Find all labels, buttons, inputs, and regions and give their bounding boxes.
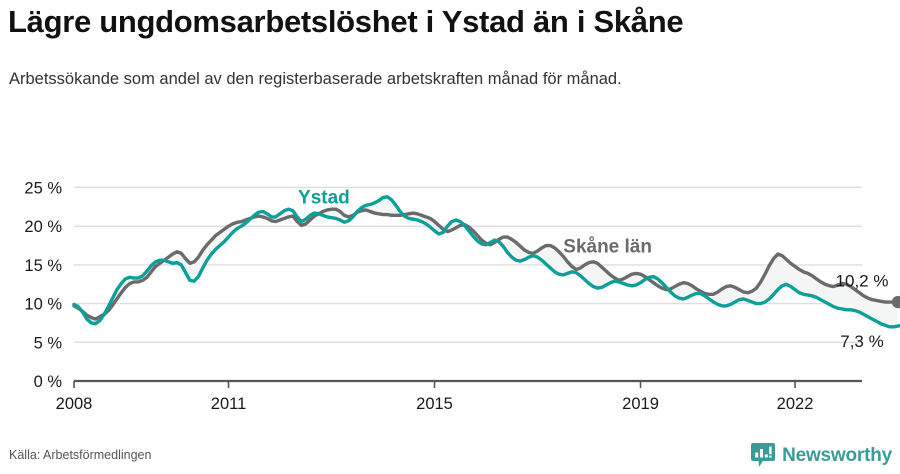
- newsworthy-bubble-icon: [751, 443, 776, 467]
- chart-area: 0 % 5 % 10 % 15 % 20 % 25 % 2008 2011 2015 2019 20…: [0, 150, 900, 415]
- page-title: Lägre ungdomsarbetslöshet i Ystad än i S…: [8, 4, 684, 39]
- x-tick-label: 2015: [416, 395, 453, 413]
- series-label-skane: Skåne län: [563, 237, 652, 258]
- series-label-ystad: Ystad: [298, 188, 350, 209]
- y-tick-label: 10 %: [24, 296, 62, 314]
- y-tick-label: 5 %: [34, 334, 63, 352]
- endpoint-marker-skane: [891, 295, 900, 309]
- x-tick-label: 2019: [622, 395, 659, 413]
- line-chart: 0 % 5 % 10 % 15 % 20 % 25 % 2008 2011 2015 2019 20…: [24, 179, 900, 413]
- x-tick-label: 2022: [777, 395, 814, 413]
- end-label-ystad: 7,3 %: [840, 332, 883, 351]
- y-tick-label: 15 %: [24, 257, 62, 275]
- chart-subtitle: Arbetssökande som andel av den registerb…: [9, 70, 622, 88]
- newsworthy-wordmark: Newsworthy: [782, 444, 892, 466]
- end-label-skane: 10,2 %: [836, 272, 889, 291]
- source-note: Källa: Arbetsförmedlingen: [9, 448, 152, 462]
- newsworthy-logo: Newsworthy: [751, 443, 892, 468]
- y-tick-label: 0 %: [34, 373, 63, 391]
- y-tick-label: 25 %: [24, 179, 62, 197]
- between-series-band: [74, 196, 899, 327]
- y-tick-label: 20 %: [24, 218, 62, 236]
- x-tick-label: 2008: [56, 395, 93, 413]
- series-line-ystad: [72, 195, 900, 329]
- x-tick-label: 2011: [211, 395, 246, 413]
